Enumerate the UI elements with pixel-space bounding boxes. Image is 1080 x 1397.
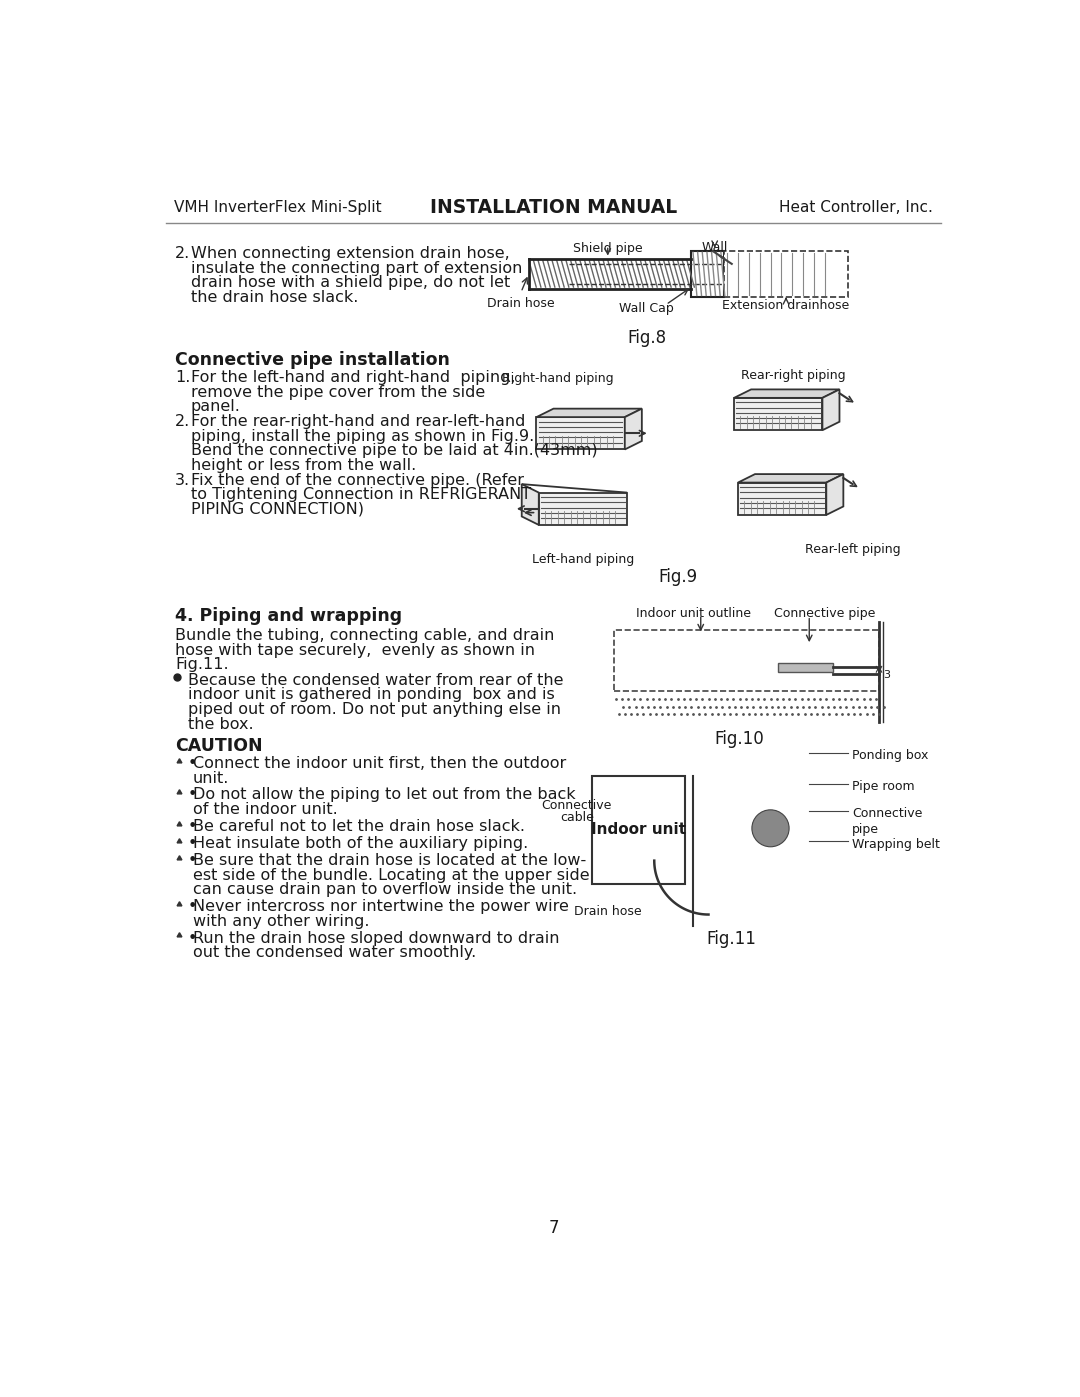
Text: Fig.9: Fig.9 — [658, 569, 697, 585]
Text: Run the drain hose sloped downward to drain: Run the drain hose sloped downward to dr… — [193, 930, 559, 946]
Text: 4. Piping and wrapping: 4. Piping and wrapping — [175, 606, 403, 624]
Text: Wall Cap: Wall Cap — [619, 302, 674, 316]
Polygon shape — [539, 493, 627, 525]
Circle shape — [752, 810, 789, 847]
Text: Drain hose: Drain hose — [487, 298, 555, 310]
Text: 1.: 1. — [175, 370, 191, 386]
Text: 3.: 3. — [175, 472, 190, 488]
Text: the box.: the box. — [188, 717, 254, 732]
Text: Pipe room: Pipe room — [852, 780, 915, 792]
Bar — [691, 251, 724, 298]
Bar — [779, 662, 833, 672]
Polygon shape — [537, 409, 642, 418]
Text: Be sure that the drain hose is located at the low-: Be sure that the drain hose is located a… — [193, 854, 586, 868]
Text: •: • — [188, 835, 202, 851]
Text: Rear-left piping: Rear-left piping — [806, 543, 901, 556]
Text: Wrapping belt: Wrapping belt — [852, 838, 940, 851]
Text: out the condensed water smoothly.: out the condensed water smoothly. — [193, 946, 476, 960]
Text: CAUTION: CAUTION — [175, 738, 262, 756]
Text: Connect the indoor unit first, then the outdoor: Connect the indoor unit first, then the … — [193, 756, 566, 771]
Text: PIPING CONNECTION): PIPING CONNECTION) — [191, 502, 364, 517]
Text: Never intercross nor intertwine the power wire: Never intercross nor intertwine the powe… — [193, 900, 569, 914]
Text: •: • — [188, 930, 202, 946]
Text: Fig.8: Fig.8 — [626, 330, 666, 348]
Text: Connective: Connective — [541, 799, 612, 812]
Text: Be careful not to let the drain hose slack.: Be careful not to let the drain hose sla… — [193, 819, 525, 834]
Text: unit.: unit. — [193, 771, 229, 785]
Circle shape — [758, 816, 783, 841]
Text: INSTALLATION MANUAL: INSTALLATION MANUAL — [430, 198, 677, 217]
Text: Bundle the tubing, connecting cable, and drain: Bundle the tubing, connecting cable, and… — [175, 629, 555, 643]
Polygon shape — [522, 485, 627, 493]
Text: panel.: panel. — [191, 400, 241, 415]
Text: Because the condensed water from rear of the: Because the condensed water from rear of… — [188, 673, 563, 687]
Text: remove the pipe cover from the side: remove the pipe cover from the side — [191, 384, 485, 400]
Text: can cause drain pan to overflow inside the unit.: can cause drain pan to overflow inside t… — [193, 882, 577, 897]
Text: Connective
pipe: Connective pipe — [852, 806, 922, 835]
Text: drain hose with a shield pipe, do not let: drain hose with a shield pipe, do not le… — [191, 275, 510, 291]
Text: Indoor unit: Indoor unit — [591, 823, 686, 837]
Text: Fig.11.: Fig.11. — [175, 658, 229, 672]
Text: piped out of room. Do not put anything else in: piped out of room. Do not put anything e… — [188, 703, 561, 717]
Bar — [592, 775, 685, 884]
Text: •: • — [188, 788, 202, 802]
Polygon shape — [823, 390, 839, 430]
Text: Ponding box: Ponding box — [852, 749, 928, 761]
Polygon shape — [826, 474, 843, 515]
Text: of the indoor unit.: of the indoor unit. — [193, 802, 338, 817]
Text: Rear-right piping: Rear-right piping — [742, 369, 846, 381]
Circle shape — [765, 823, 777, 834]
Text: •: • — [188, 756, 202, 771]
Text: Heat insulate both of the auxiliary piping.: Heat insulate both of the auxiliary pipi… — [193, 835, 528, 851]
Text: piping, install the piping as shown in Fig.9.: piping, install the piping as shown in F… — [191, 429, 534, 444]
Text: Bend the connective pipe to be laid at 4in.(43mm): Bend the connective pipe to be laid at 4… — [191, 443, 597, 458]
Text: height or less from the wall.: height or less from the wall. — [191, 458, 416, 474]
Text: with any other wiring.: with any other wiring. — [193, 914, 369, 929]
Text: hose with tape securely,  evenly as shown in: hose with tape securely, evenly as shown… — [175, 643, 536, 658]
Text: Connective pipe: Connective pipe — [774, 606, 876, 619]
Polygon shape — [738, 474, 843, 482]
Text: Drain hose: Drain hose — [573, 905, 642, 918]
Text: Shield pipe: Shield pipe — [572, 242, 643, 254]
Text: indoor unit is gathered in ponding  box and is: indoor unit is gathered in ponding box a… — [188, 687, 554, 703]
Text: Fix the end of the connective pipe. (Refer: Fix the end of the connective pipe. (Ref… — [191, 472, 524, 488]
Text: •: • — [188, 819, 202, 834]
Text: For the left-hand and right-hand  piping,: For the left-hand and right-hand piping, — [191, 370, 515, 386]
Text: Heat Controller, Inc.: Heat Controller, Inc. — [780, 200, 933, 215]
Polygon shape — [734, 398, 823, 430]
Text: insulate the connecting part of extension: insulate the connecting part of extensio… — [191, 261, 522, 275]
Text: Right-hand piping: Right-hand piping — [501, 372, 613, 384]
Text: Extension drainhose: Extension drainhose — [723, 299, 850, 313]
Text: Fig.10: Fig.10 — [715, 729, 765, 747]
Text: 2.: 2. — [175, 414, 190, 429]
Text: cable: cable — [559, 810, 594, 824]
Text: Connective pipe installation: Connective pipe installation — [175, 351, 450, 369]
Bar — [613, 630, 879, 692]
Text: Indoor unit outline: Indoor unit outline — [635, 606, 751, 619]
Text: •: • — [188, 854, 202, 868]
Text: Left-hand piping: Left-hand piping — [531, 553, 634, 566]
Text: 2.: 2. — [175, 246, 190, 261]
Text: 7: 7 — [549, 1218, 558, 1236]
Text: VMH InverterFlex Mini-Split: VMH InverterFlex Mini-Split — [174, 200, 381, 215]
Text: •: • — [188, 900, 202, 914]
Text: 3: 3 — [882, 669, 890, 680]
Text: Fig.11: Fig.11 — [706, 930, 757, 949]
Text: Do not allow the piping to let out from the back: Do not allow the piping to let out from … — [193, 788, 576, 802]
Text: the drain hose slack.: the drain hose slack. — [191, 291, 359, 305]
Polygon shape — [537, 418, 625, 450]
Polygon shape — [738, 482, 826, 515]
Polygon shape — [734, 390, 839, 398]
Polygon shape — [625, 409, 642, 450]
Text: For the rear-right-hand and rear-left-hand: For the rear-right-hand and rear-left-ha… — [191, 414, 525, 429]
Text: est side of the bundle. Locating at the upper side: est side of the bundle. Locating at the … — [193, 868, 590, 883]
Text: to Tightening Connection in REFRIGERANT: to Tightening Connection in REFRIGERANT — [191, 488, 531, 502]
Bar — [724, 251, 848, 298]
Text: When connecting extension drain hose,: When connecting extension drain hose, — [191, 246, 510, 261]
Polygon shape — [522, 485, 539, 525]
Text: Wall: Wall — [702, 240, 728, 254]
